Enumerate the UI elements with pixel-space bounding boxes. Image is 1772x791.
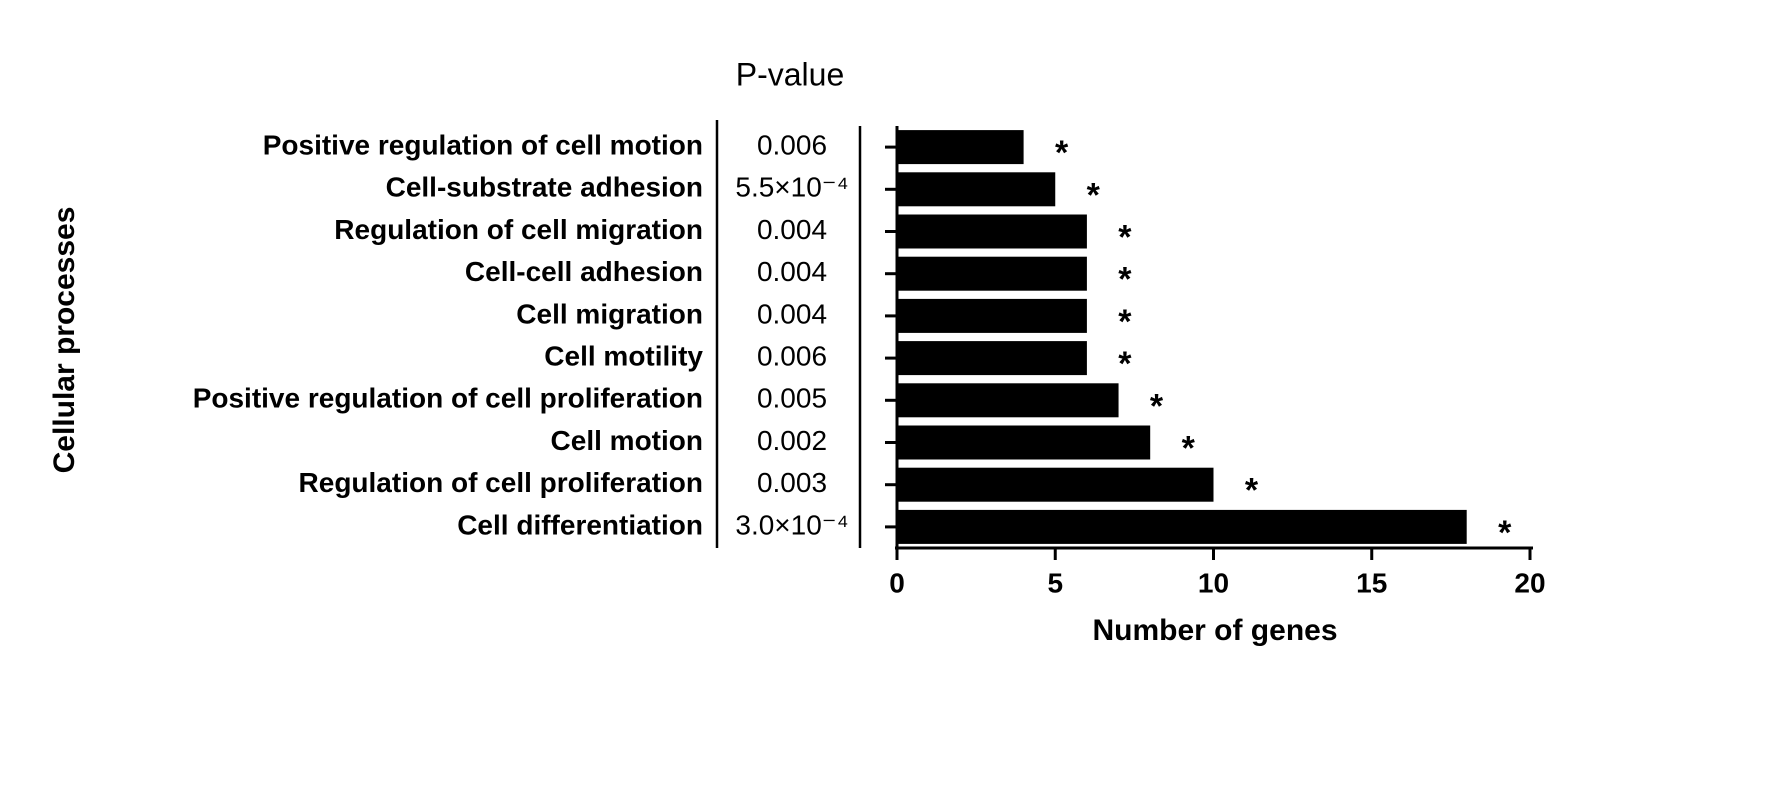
category-label: Cell differentiation bbox=[457, 509, 703, 540]
p-value: 0.003 bbox=[757, 467, 827, 498]
category-label: Positive regulation of cell motion bbox=[263, 129, 703, 160]
p-value: 0.002 bbox=[757, 425, 827, 456]
bar bbox=[897, 130, 1024, 165]
bar-annotation: * bbox=[1150, 387, 1164, 425]
bar bbox=[897, 214, 1087, 249]
category-label: Cell motion bbox=[551, 425, 703, 456]
bar bbox=[897, 172, 1056, 207]
bar-annotation: * bbox=[1182, 429, 1196, 467]
bar bbox=[897, 256, 1087, 291]
bar-annotation: * bbox=[1118, 303, 1132, 341]
x-tick-label: 20 bbox=[1514, 567, 1545, 598]
x-tick-label: 0 bbox=[889, 567, 905, 598]
bar bbox=[897, 298, 1087, 333]
column-title: P-value bbox=[736, 56, 845, 92]
category-label: Cell migration bbox=[516, 298, 703, 329]
category-label: Regulation of cell proliferation bbox=[299, 467, 703, 498]
p-value: 0.004 bbox=[757, 256, 827, 287]
bar-annotation: * bbox=[1118, 261, 1132, 299]
bar bbox=[897, 341, 1087, 376]
bar-annotation: * bbox=[1055, 134, 1069, 172]
bar bbox=[897, 509, 1467, 544]
p-value: 5.5×10⁻⁴ bbox=[735, 172, 848, 203]
x-tick-label: 5 bbox=[1047, 567, 1063, 598]
p-value: 0.006 bbox=[757, 340, 827, 371]
category-label: Cell motility bbox=[544, 340, 703, 371]
y-axis-title: Cellular processes bbox=[48, 207, 81, 474]
category-label: Regulation of cell migration bbox=[334, 214, 703, 245]
p-value: 3.0×10⁻⁴ bbox=[735, 509, 848, 540]
bar-annotation: * bbox=[1498, 514, 1512, 552]
category-label: Positive regulation of cell proliferatio… bbox=[193, 383, 703, 414]
category-label: Cell-substrate adhesion bbox=[386, 172, 703, 203]
bar bbox=[897, 425, 1151, 460]
x-tick-label: 15 bbox=[1356, 567, 1387, 598]
x-axis-title: Number of genes bbox=[1092, 614, 1337, 647]
bar bbox=[897, 467, 1214, 502]
p-value: 0.004 bbox=[757, 214, 827, 245]
bar-annotation: * bbox=[1118, 218, 1132, 256]
bar-annotation: * bbox=[1245, 472, 1259, 510]
bar-annotation: * bbox=[1087, 176, 1101, 214]
p-value: 0.004 bbox=[757, 298, 827, 329]
p-value: 0.005 bbox=[757, 383, 827, 414]
x-tick-label: 10 bbox=[1198, 567, 1229, 598]
category-label: Cell-cell adhesion bbox=[465, 256, 703, 287]
bar bbox=[897, 383, 1119, 418]
p-value: 0.006 bbox=[757, 129, 827, 160]
bar-annotation: * bbox=[1118, 345, 1132, 383]
